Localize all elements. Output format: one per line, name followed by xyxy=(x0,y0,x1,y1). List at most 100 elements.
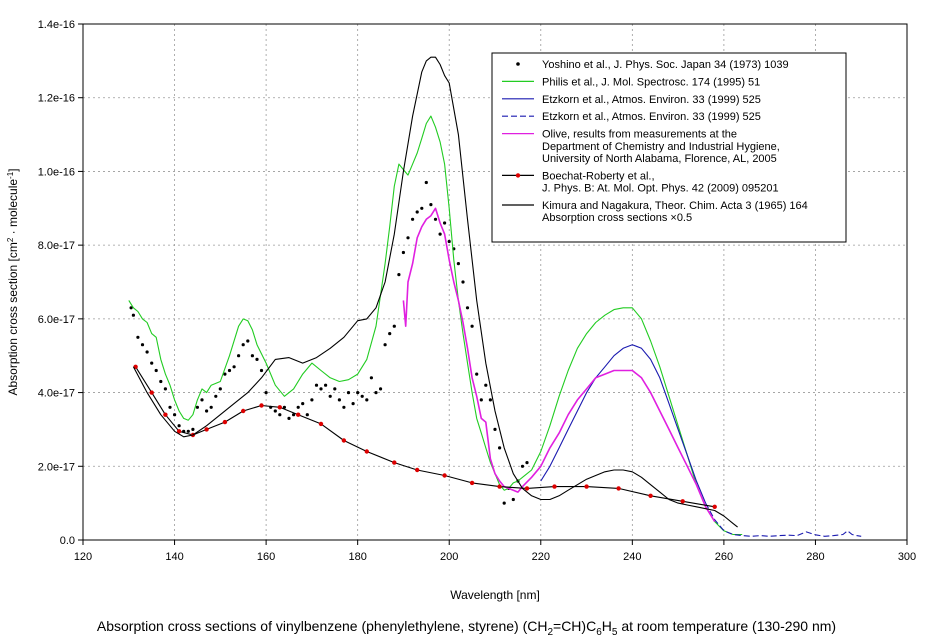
series-1-point xyxy=(136,335,140,339)
series-1-point xyxy=(278,413,282,417)
x-tick-label: 300 xyxy=(898,551,916,563)
legend: Yoshino et al., J. Phys. Soc. Japan 34 (… xyxy=(491,52,847,243)
y-axis-title-part: 2 xyxy=(6,237,15,242)
legend-item-3-label: Etzkorn et al., Atmos. Environ. 33 (1999… xyxy=(542,94,761,106)
series-1-point xyxy=(374,391,378,395)
series-1-point xyxy=(173,413,177,417)
series-1-point xyxy=(456,262,460,266)
series-1-point xyxy=(392,324,396,328)
series-1-point xyxy=(397,273,401,277)
series-1-point xyxy=(287,416,291,420)
series-1-point xyxy=(365,398,369,402)
series-1-point xyxy=(237,354,241,358)
series-1-point xyxy=(351,402,355,406)
legend-item-5-label: Department of Chemistry and Industrial H… xyxy=(542,141,780,153)
legend-item-1-label: Yoshino et al., J. Phys. Soc. Japan 34 (… xyxy=(542,59,789,71)
series-6-marker xyxy=(524,486,530,491)
series-6-marker xyxy=(176,429,182,434)
series-1-point xyxy=(383,343,387,347)
series-1-point xyxy=(319,387,323,391)
series-1-point xyxy=(145,350,149,354)
y-tick-label: 6.0e-17 xyxy=(38,314,75,326)
series-1-point xyxy=(470,324,474,328)
series-2-line xyxy=(128,115,743,536)
series-1-point xyxy=(227,368,232,373)
series-1-point xyxy=(420,206,424,210)
series-6-marker xyxy=(259,403,264,408)
series-1-point xyxy=(324,383,328,387)
x-tick-label: 240 xyxy=(623,551,641,563)
legend-item-4-label: Etzkorn et al., Atmos. Environ. 33 (1999… xyxy=(542,111,761,123)
series-6-marker xyxy=(415,467,420,473)
caption-sub-1: 2 xyxy=(547,626,554,638)
series-1-point xyxy=(250,354,254,358)
series-1-point xyxy=(259,368,264,373)
series-6-marker xyxy=(680,499,685,504)
y-tick-label: 1.4e-16 xyxy=(38,19,75,31)
series-1-point xyxy=(333,387,337,391)
series-1-point xyxy=(246,339,250,343)
legend-item-5-label: University of North Alabama, Florence, A… xyxy=(542,153,777,165)
series-1-point xyxy=(388,332,392,336)
legend-item-1-symbol xyxy=(516,62,520,66)
series-1-point xyxy=(241,343,245,347)
series-1-point xyxy=(282,405,286,409)
series-1-point xyxy=(177,424,181,428)
series-1-point xyxy=(475,372,479,376)
series-1-point xyxy=(200,398,204,402)
series-1-point xyxy=(168,405,172,409)
series-7-line xyxy=(132,56,738,528)
series-1-point xyxy=(328,394,332,398)
caption-text-mid-2: H xyxy=(601,618,612,634)
legend-item-7-label: Kimura and Nagakura, Theor. Chim. Acta 3… xyxy=(542,200,808,212)
series-1-point xyxy=(438,232,442,236)
series-1-point xyxy=(447,239,451,244)
series-1-point xyxy=(223,372,227,376)
x-tick-label: 220 xyxy=(532,551,550,563)
series-1-point xyxy=(209,405,213,409)
plot-frame xyxy=(82,23,908,541)
axes: 120 140 160 180 200 220 240 260 280 300 0.0 2.0e-17… xyxy=(6,19,917,602)
series-1-point xyxy=(301,402,305,406)
caption-text-before: Absorption cross sections of vinylbenzen… xyxy=(96,618,548,634)
series-1-point xyxy=(337,398,341,402)
y-axis-title-part: ] xyxy=(6,168,20,171)
series-1-point xyxy=(296,405,300,409)
series-6-marker xyxy=(318,421,324,427)
series-1-point xyxy=(150,361,154,365)
x-tick-label: 160 xyxy=(257,551,275,563)
series-1-point xyxy=(429,203,433,207)
series-1-point xyxy=(433,217,438,221)
series-1-point xyxy=(264,391,268,395)
series-6-marker xyxy=(712,504,717,509)
series-1-point xyxy=(214,394,218,398)
series-1-point xyxy=(498,446,502,450)
series-1-point xyxy=(369,376,373,380)
series-6-marker xyxy=(392,460,397,465)
series-1-point xyxy=(129,306,133,310)
series-1-point xyxy=(415,210,419,214)
x-tick-label: 280 xyxy=(806,551,824,563)
series-1-point xyxy=(406,236,410,240)
series-1-point xyxy=(232,365,236,369)
series-1-point xyxy=(411,217,415,221)
series-1-point xyxy=(493,427,497,431)
series-1-point xyxy=(159,379,163,384)
y-axis-title-part: -1 xyxy=(6,171,15,179)
y-tick-label: 4.0e-17 xyxy=(38,388,75,400)
caption-text-after: at room temperature (130-290 nm) xyxy=(617,618,837,634)
caption-sub-2: 6 xyxy=(596,626,602,638)
plot-series xyxy=(128,56,862,537)
series-1-point xyxy=(342,405,346,409)
series-6-marker xyxy=(616,486,621,491)
legend-item-2-label: Philis et al., J. Mol. Spectrosc. 174 (1… xyxy=(542,76,760,88)
series-4-line xyxy=(705,502,862,537)
y-axis-title-part: · molecule xyxy=(6,179,20,238)
series-1-point xyxy=(305,413,309,417)
x-tick-label: 260 xyxy=(715,551,733,563)
y-tick-label: 1.2e-16 xyxy=(38,93,75,105)
series-1-point xyxy=(218,387,222,391)
caption-sub-3: 5 xyxy=(611,626,618,638)
series-1-point xyxy=(511,497,515,502)
